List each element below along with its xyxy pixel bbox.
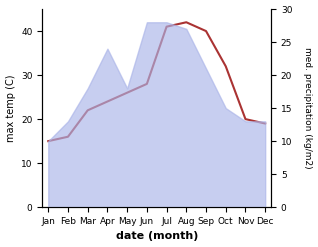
X-axis label: date (month): date (month) [115, 231, 198, 242]
Y-axis label: max temp (C): max temp (C) [5, 74, 16, 142]
Y-axis label: med. precipitation (kg/m2): med. precipitation (kg/m2) [303, 47, 313, 169]
